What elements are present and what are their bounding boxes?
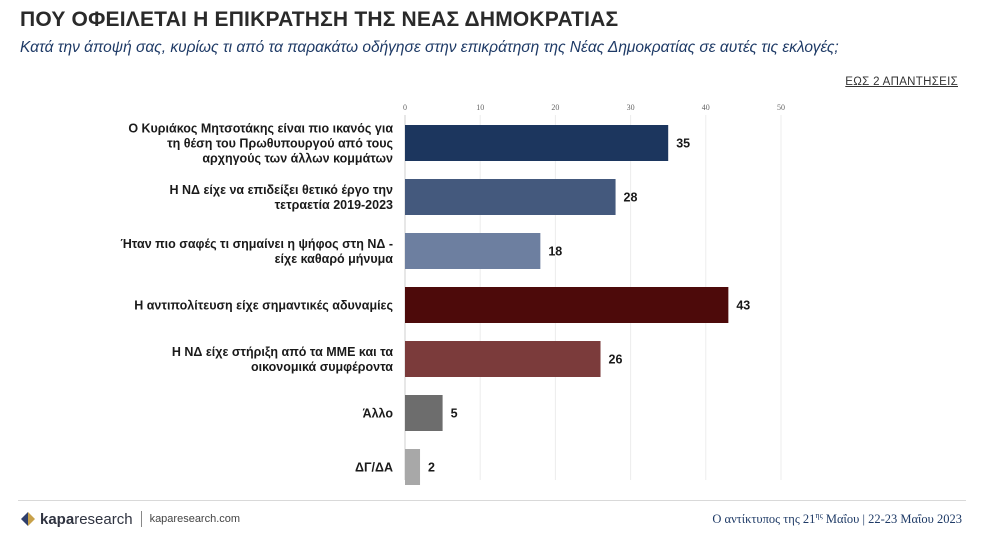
source-prefix: Ο αντίκτυπος της 21 — [712, 512, 816, 527]
kapa-logo-icon — [21, 512, 35, 526]
data-label-3: 18 — [548, 245, 562, 259]
category-label-1: Ο Κυριάκος Μητσοτάκης είναι πιο ικανός γ… — [128, 122, 393, 166]
website-link[interactable]: kaparesearch.com — [149, 513, 241, 525]
logo-brand-bold: kapa — [40, 510, 75, 528]
x-tick-label-50: 50 — [777, 103, 785, 112]
logo-separator — [140, 511, 142, 527]
bar-chart: 0 10 20 30 40 50 35 Ο Κυριάκος Μητσοτάκης είναι… — [120, 103, 785, 485]
x-tick-label-40: 40 — [702, 103, 710, 112]
source-suffix: Μαΐου | 22-23 Μαΐου 2023 — [822, 512, 962, 527]
category-label-4: Η αντιπολίτευση είχε σημαντικές αδυναμίε… — [134, 299, 393, 313]
data-label-7: 2 — [428, 461, 435, 475]
data-label-1: 35 — [676, 137, 690, 151]
answers-note: ΕΩΣ 2 ΑΠΑΝΤΗΣΕΙΣ — [845, 76, 958, 88]
category-label-2: Η ΝΔ είχε να επιδείξει θετικό έργο την τε… — [169, 183, 393, 212]
bar-7 — [405, 449, 421, 485]
bar-3 — [405, 233, 541, 269]
category-label-6: Άλλο — [363, 407, 394, 421]
x-tick-label-30: 30 — [627, 103, 635, 112]
source-superscript: ης — [815, 511, 823, 520]
bar-2 — [405, 179, 616, 215]
x-tick-label-10: 10 — [476, 103, 484, 112]
category-label-5: Η ΝΔ είχε στήριξη από τα ΜΜΕ και τα οικον… — [172, 345, 393, 374]
bar-4 — [405, 287, 729, 323]
chart-title: ΠΟΥ ΟΦΕΙΛΕΤΑΙ Η ΕΠΙΚΡΑΤΗΣΗ ΤΗΣ ΝΕΑΣ ΔΗΜΟ… — [20, 8, 619, 31]
logo-brand-light: research — [74, 510, 133, 528]
category-label-3: Ήταν πιο σαφές τι σημαίνει η ψήφος στη Ν… — [120, 237, 393, 266]
kapa-research-logo: kapa research kaparesearch.com — [20, 509, 240, 529]
footer-divider — [18, 500, 966, 501]
data-label-6: 5 — [451, 407, 458, 421]
bar-5 — [405, 341, 601, 377]
x-tick-label-20: 20 — [551, 103, 559, 112]
category-label-7: ΔΓ/ΔΑ — [355, 461, 393, 475]
chart-subtitle: Κατά την άποψή σας, κυρίως τι από τα παρ… — [20, 39, 839, 56]
bar-6 — [405, 395, 443, 431]
bar-1 — [405, 125, 669, 161]
data-label-2: 28 — [624, 191, 638, 205]
data-label-5: 26 — [609, 353, 623, 367]
x-tick-label-0: 0 — [403, 103, 407, 112]
source-note: Ο αντίκτυπος της 21ης Μαΐου | 22-23 Μαΐο… — [712, 511, 962, 527]
data-label-4: 43 — [736, 299, 750, 313]
